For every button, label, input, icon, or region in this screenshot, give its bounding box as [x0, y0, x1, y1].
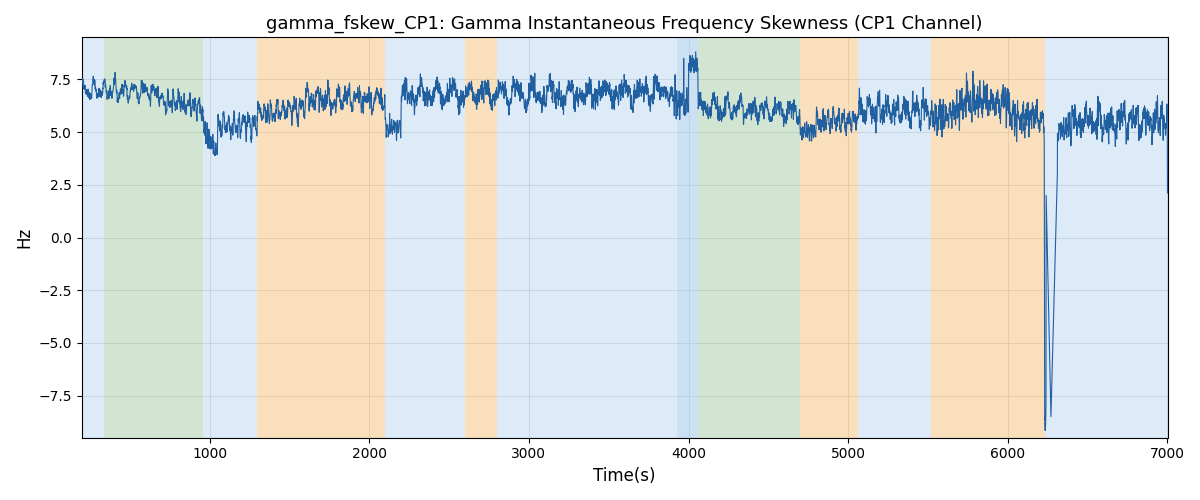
- Bar: [1044, 38, 1168, 438]
- Bar: [677, 38, 698, 438]
- Bar: [203, 38, 258, 438]
- Bar: [385, 38, 464, 438]
- Bar: [858, 38, 931, 438]
- Bar: [698, 38, 800, 438]
- Bar: [258, 38, 385, 438]
- Bar: [800, 38, 858, 438]
- Bar: [82, 38, 104, 438]
- Bar: [104, 38, 203, 438]
- Title: gamma_fskew_CP1: Gamma Instantaneous Frequency Skewness (CP1 Channel): gamma_fskew_CP1: Gamma Instantaneous Fre…: [266, 15, 983, 34]
- Y-axis label: Hz: Hz: [14, 227, 34, 248]
- Bar: [464, 38, 497, 438]
- X-axis label: Time(s): Time(s): [593, 467, 656, 485]
- Bar: [931, 38, 1044, 438]
- Bar: [497, 38, 677, 438]
